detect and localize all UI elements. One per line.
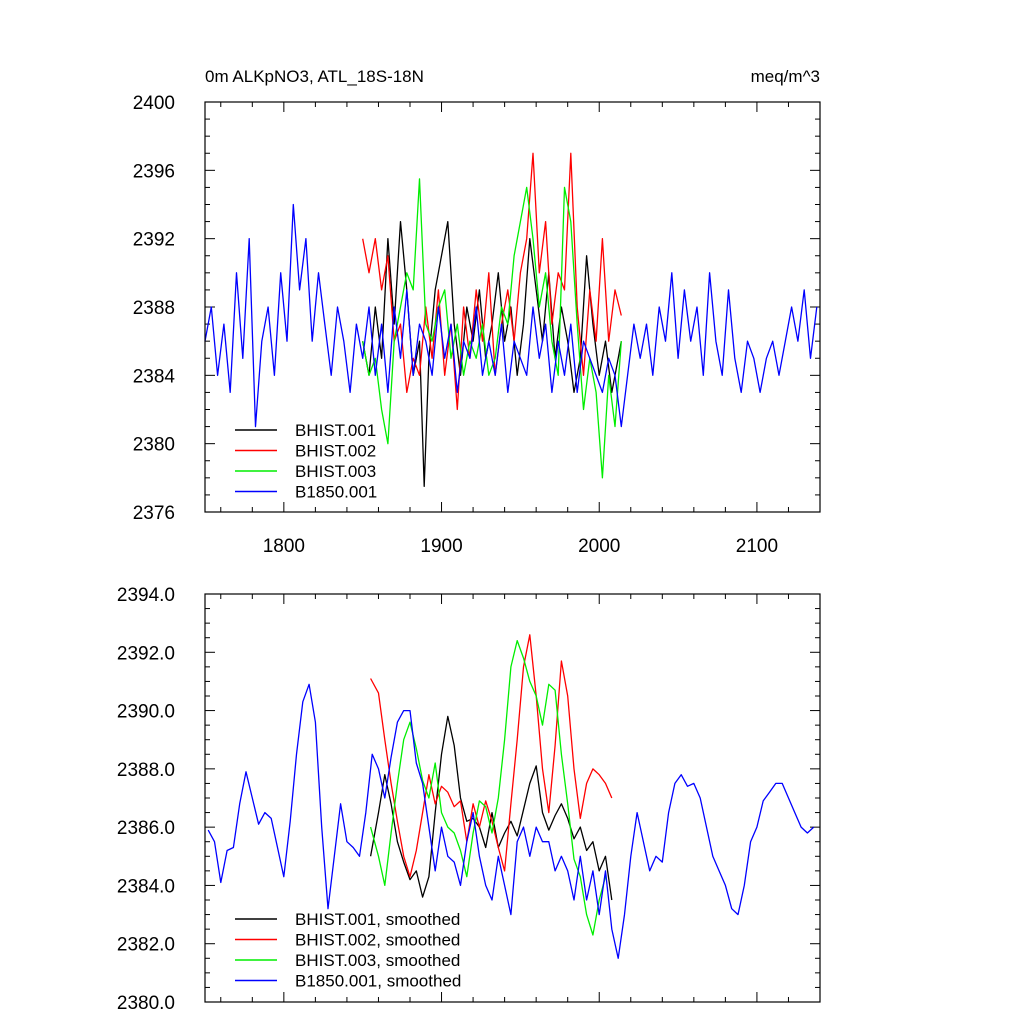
axis-ticks: 1800 1900 2000 2100 2376 2380 2384 2388 2392 2396… — [133, 93, 821, 557]
y-tick-label: 2392.0 — [117, 643, 175, 664]
series-line-b1850-001 — [204, 203, 818, 428]
y-tick-label: 2380.0 — [117, 993, 175, 1014]
series-line-bhist-002-smoothed — [370, 634, 613, 878]
x-tick-label: 1900 — [420, 536, 462, 557]
series-line-bhist-003 — [362, 178, 622, 479]
bottom-panel: 2380.0 2382.0 2384.0 2386.0 2388.0 2390.0 2392… — [117, 585, 821, 1014]
y-tick-label: 2384 — [133, 366, 176, 387]
y-tick-label: 2380 — [133, 435, 175, 456]
y-tick-label: 2388.0 — [117, 760, 175, 781]
axis-ticks: 2380.0 2382.0 2384.0 2386.0 2388.0 2390.0 2392… — [117, 585, 821, 1014]
series-line-bhist-001-smoothed — [369, 715, 613, 901]
y-tick-label: 2400 — [133, 93, 175, 114]
plot-lines — [207, 634, 815, 959]
legend-label: BHIST.002 — [295, 442, 376, 461]
legend-label: B1850.001, smoothed — [295, 972, 461, 991]
y-tick-label: 2392 — [133, 230, 175, 251]
legend-label: B1850.001 — [295, 483, 377, 502]
series-line-b1850-001-smoothed — [207, 683, 815, 959]
y-tick-label: 2396 — [133, 161, 175, 182]
units-label: meq/m^3 — [751, 67, 820, 86]
legend-label: BHIST.001 — [295, 421, 376, 440]
y-tick-label: 2376 — [133, 503, 175, 524]
plot-frame — [204, 101, 821, 513]
x-tick-label: 2000 — [578, 536, 620, 557]
plot-frame — [204, 593, 821, 1003]
y-tick-label: 2390.0 — [117, 702, 175, 723]
legend-label: BHIST.003, smoothed — [295, 951, 460, 970]
y-tick-label: 2388 — [133, 298, 175, 319]
legend-label: BHIST.002, smoothed — [295, 931, 460, 950]
series-line-bhist-003-smoothed — [369, 639, 607, 936]
y-tick-label: 2382.0 — [117, 935, 175, 956]
plot-lines — [204, 152, 818, 488]
y-tick-label: 2386.0 — [117, 818, 175, 839]
top-panel: 0m ALKpNO3, ATL_18S-18N meq/m^3 1800 1900… — [133, 67, 821, 557]
panel-title: 0m ALKpNO3, ATL_18S-18N — [205, 67, 424, 86]
legend-label: BHIST.003 — [295, 462, 376, 481]
x-tick-label: 2100 — [736, 536, 778, 557]
legend: BHIST.001, smoothed BHIST.002, smoothedBH… — [235, 910, 461, 991]
series-line-bhist-002 — [362, 152, 622, 411]
y-tick-label: 2384.0 — [117, 876, 175, 897]
legend-label: BHIST.001, smoothed — [295, 910, 460, 929]
x-tick-label: 1800 — [263, 536, 305, 557]
y-tick-label: 2394.0 — [117, 585, 175, 606]
